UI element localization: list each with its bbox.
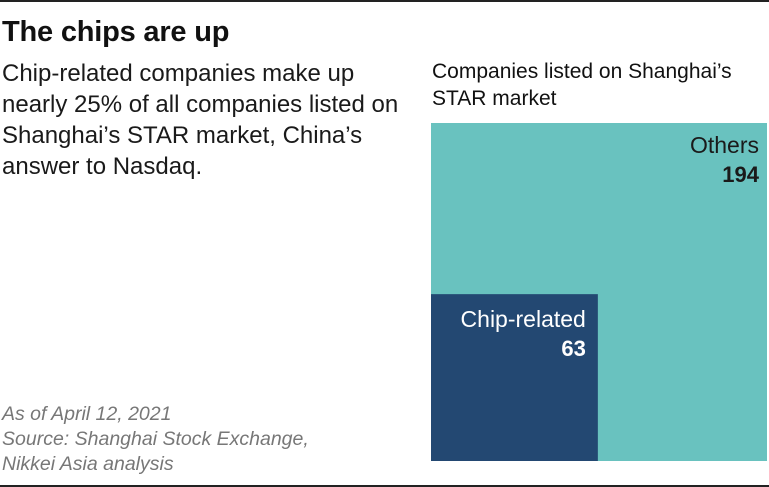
treemap-cell-chip-related (431, 294, 598, 461)
source-note: Source: Shanghai Stock Exchange, (2, 428, 309, 450)
chart-subtitle: Chip-related companies make up nearly 25… (2, 60, 399, 180)
chip-related-value: 63 (561, 336, 585, 361)
bottom-rule (0, 485, 769, 487)
date-note: As of April 12, 2021 (2, 403, 172, 425)
chart-headline: The chips are up (2, 16, 230, 48)
footer-notes: As of April 12, 2021 Source: Shanghai St… (2, 402, 422, 477)
chip-related-label: Chip-related (461, 306, 586, 332)
source-note-continued: Nikkei Asia analysis (2, 453, 174, 475)
top-rule (0, 0, 769, 2)
treemap-title: Companies listed on Shanghai’s STAR mark… (432, 60, 732, 110)
others-value: 194 (722, 162, 759, 187)
others-label: Others (690, 132, 759, 158)
